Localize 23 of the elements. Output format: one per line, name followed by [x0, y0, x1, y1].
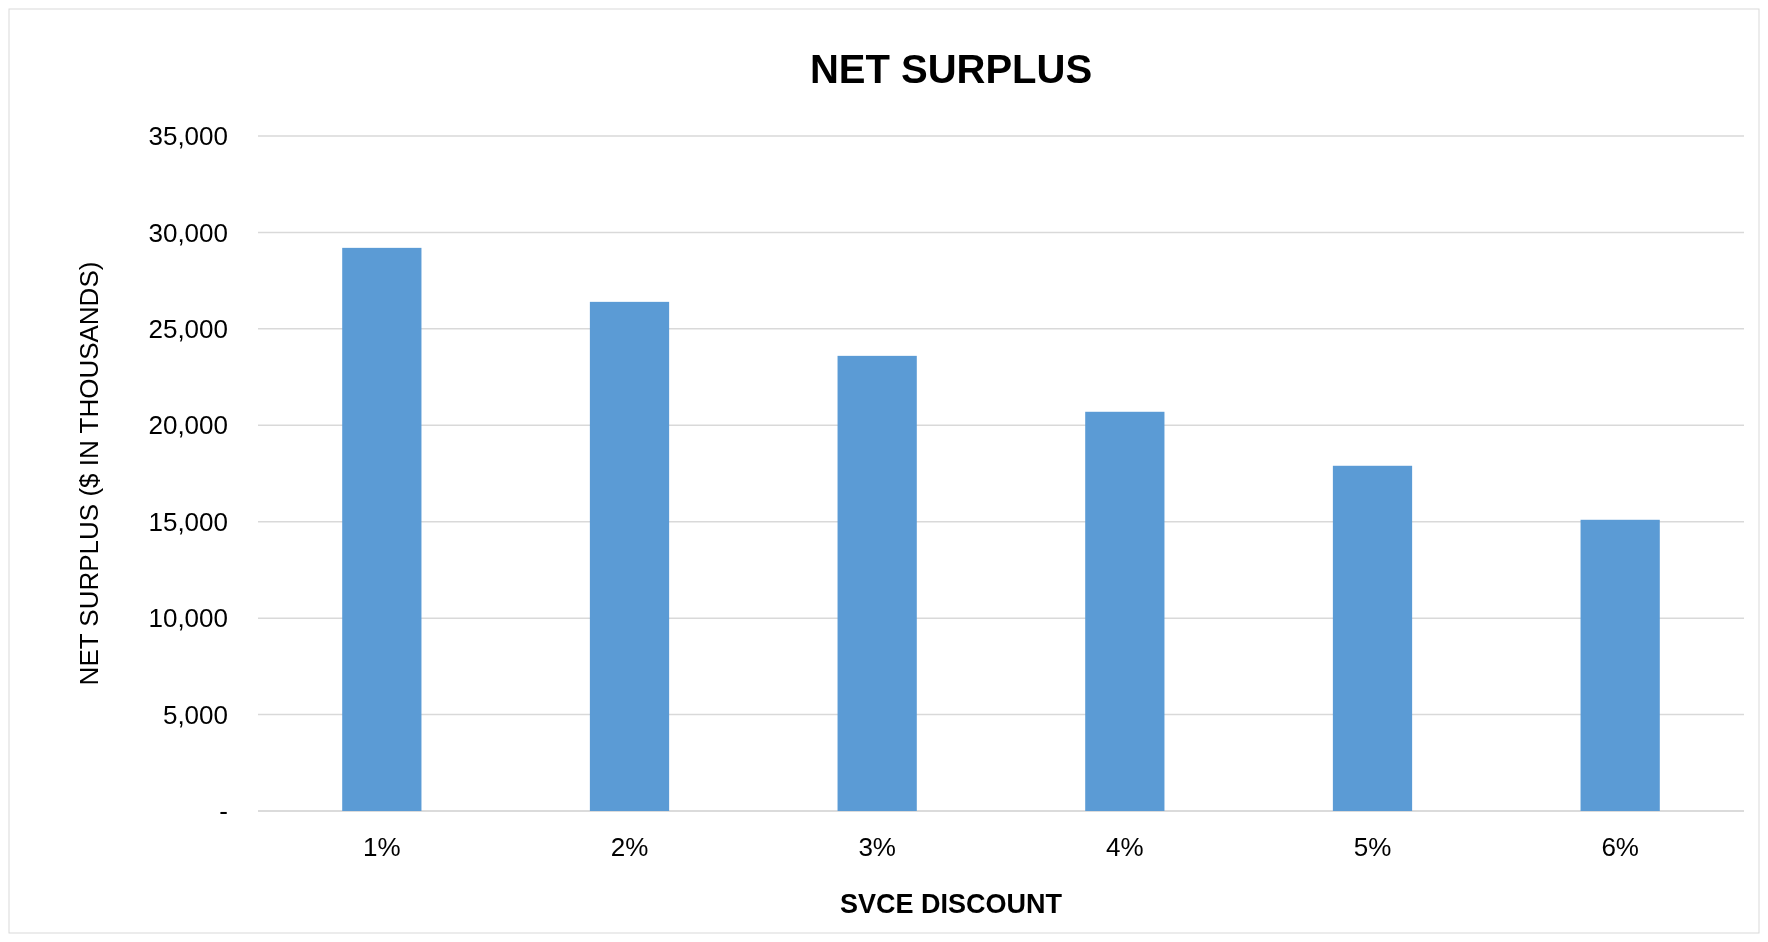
- bar: [1085, 411, 1165, 811]
- bar: [1580, 519, 1660, 811]
- bar: [1332, 465, 1413, 811]
- y-tick-label: 10,000: [148, 603, 228, 634]
- x-tick-label: 2%: [610, 832, 649, 862]
- chart-title: NET SURPLUS: [809, 47, 1093, 91]
- x-tick-label: 4%: [1106, 832, 1144, 862]
- bar: [342, 247, 422, 811]
- bar: [589, 301, 670, 811]
- y-tick-label: 30,000: [148, 217, 228, 248]
- x-tick-label: 3%: [858, 832, 896, 862]
- x-tick-label: 6%: [1601, 832, 1639, 862]
- y-axis-title: NET SURPLUS ($ IN THOUSANDS): [74, 261, 104, 686]
- y-tick-label: 15,000: [148, 506, 228, 537]
- y-tick-label: 20,000: [148, 410, 228, 441]
- x-axis-title: SVCE DISCOUNT: [839, 889, 1063, 919]
- y-tick-label: 25,000: [148, 313, 228, 344]
- bar: [837, 355, 917, 811]
- y-tick-label: 5,000: [162, 699, 228, 730]
- x-tick-label: 5%: [1353, 832, 1392, 862]
- y-tick-label: 35,000: [148, 121, 228, 152]
- y-tick-label: -: [219, 796, 228, 827]
- x-tick-label: 1%: [363, 832, 401, 862]
